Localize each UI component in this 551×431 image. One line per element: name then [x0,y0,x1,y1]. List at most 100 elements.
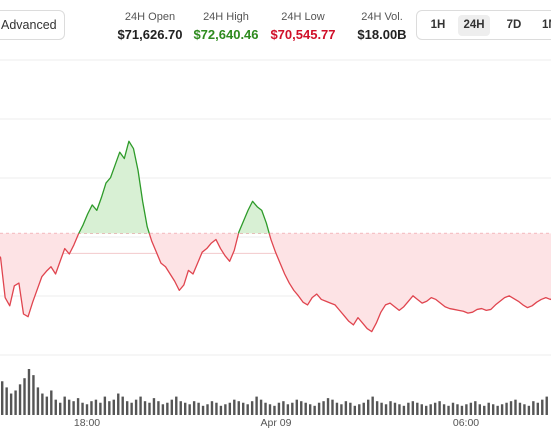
volume-bar [433,402,437,415]
volume-bar [45,396,49,415]
volume-bar [27,369,31,415]
market-header: Advanced 24H Open $71,626.70 24H High $7… [0,0,551,54]
volume-bar [389,401,392,415]
volume-bar [59,402,62,415]
range-7d-button[interactable]: 7D [506,19,522,31]
volume-bar [545,396,548,415]
volume-bar [331,399,334,415]
volume-bar [67,399,71,415]
volume-bar [358,404,361,415]
volume-bar [1,381,4,415]
price-chart[interactable]: 18:00 Apr 09 06:00 [0,54,551,431]
volume-bar [478,404,481,415]
area-above-open [78,141,150,234]
chart-area-fill [0,141,551,332]
volume-bar [166,402,169,415]
stat-24h-low: 24H Low $70,545.77 [269,10,337,44]
volume-bar [14,390,17,415]
area-below-open [149,233,239,291]
volume-bar [308,404,312,415]
volume-bar [349,402,352,415]
stat-24h-open: 24H Open $71,626.70 [117,10,183,44]
volume-bar [541,399,544,415]
volume-bar [259,399,263,415]
stat-label: 24H Vol. [361,11,403,23]
volume-bar [76,398,80,415]
volume-bar [206,404,209,415]
volume-bar [170,399,174,415]
volume-bar [371,396,374,415]
x-axis-tick-label: Apr 09 [261,417,292,429]
volume-bar [326,398,330,415]
volume-bar [340,404,343,415]
volume-bar [121,396,124,415]
volume-bar [273,405,276,415]
volume-bar [125,401,129,415]
volume-bar [94,399,98,415]
price-line-up [237,200,270,234]
volume-bar [157,401,160,415]
price-line-down [0,233,80,318]
range-1h-button[interactable]: 1H [430,19,446,31]
stat-value: $18.00B [357,27,407,42]
volume-bar [496,405,499,415]
volume-bar [161,404,165,415]
volume-bar [509,401,513,415]
chart-x-axis: 18:00 Apr 09 06:00 [74,417,479,429]
volume-bar [188,404,191,415]
volume-bar [5,387,8,415]
volume-bar [367,399,370,415]
volume-bar [85,404,89,415]
stat-value: $71,626.70 [117,27,183,42]
range-24h-button[interactable]: 24H [458,15,490,36]
volume-bar [23,378,26,415]
volume-bar [518,402,522,415]
volume-bar [442,404,446,415]
volume-bar [175,396,178,415]
volume-bar [224,404,227,415]
area-below-open [269,233,551,332]
volume-bar [407,402,410,415]
volume-bar [103,396,107,415]
advanced-button[interactable]: Advanced [0,10,65,40]
volume-bar [184,402,187,415]
volume-bar [375,401,379,415]
volume-bar [416,402,419,415]
volume-bar [487,402,490,415]
volume-bar [81,402,84,415]
volume-bar [291,402,294,415]
volume-bar [393,402,397,415]
volume-bar [362,402,365,415]
volume-bar [322,401,325,415]
volume-bar [398,404,401,415]
volume-bar [246,404,249,415]
volume-bar [277,402,281,415]
chart-price-line [0,140,551,333]
volume-bar [255,396,258,415]
volume-bar [425,405,428,415]
volume-bar [317,402,321,415]
volume-bar [402,405,406,415]
price-line-up [78,140,150,234]
volume-bar [523,404,526,415]
volume-bar [505,402,508,415]
volume-bar [134,399,138,415]
volume-bar [152,398,156,415]
volume-bar [197,402,200,415]
volume-bar [54,399,57,415]
volume-bar [32,375,35,415]
volume-bar [250,401,254,415]
volume-bar [41,393,44,415]
volume-bar [469,402,473,415]
volume-bar [456,404,459,415]
volume-bar [384,404,388,415]
volume-bar [72,401,75,415]
volume-bar [451,402,455,415]
volume-bar [304,402,307,415]
range-1m-button[interactable]: 1M [542,19,551,31]
volume-bar [9,393,13,415]
volume-bar [192,401,196,415]
stat-label: 24H Low [281,11,325,23]
volume-bar [108,401,111,415]
volume-bar [233,399,236,415]
